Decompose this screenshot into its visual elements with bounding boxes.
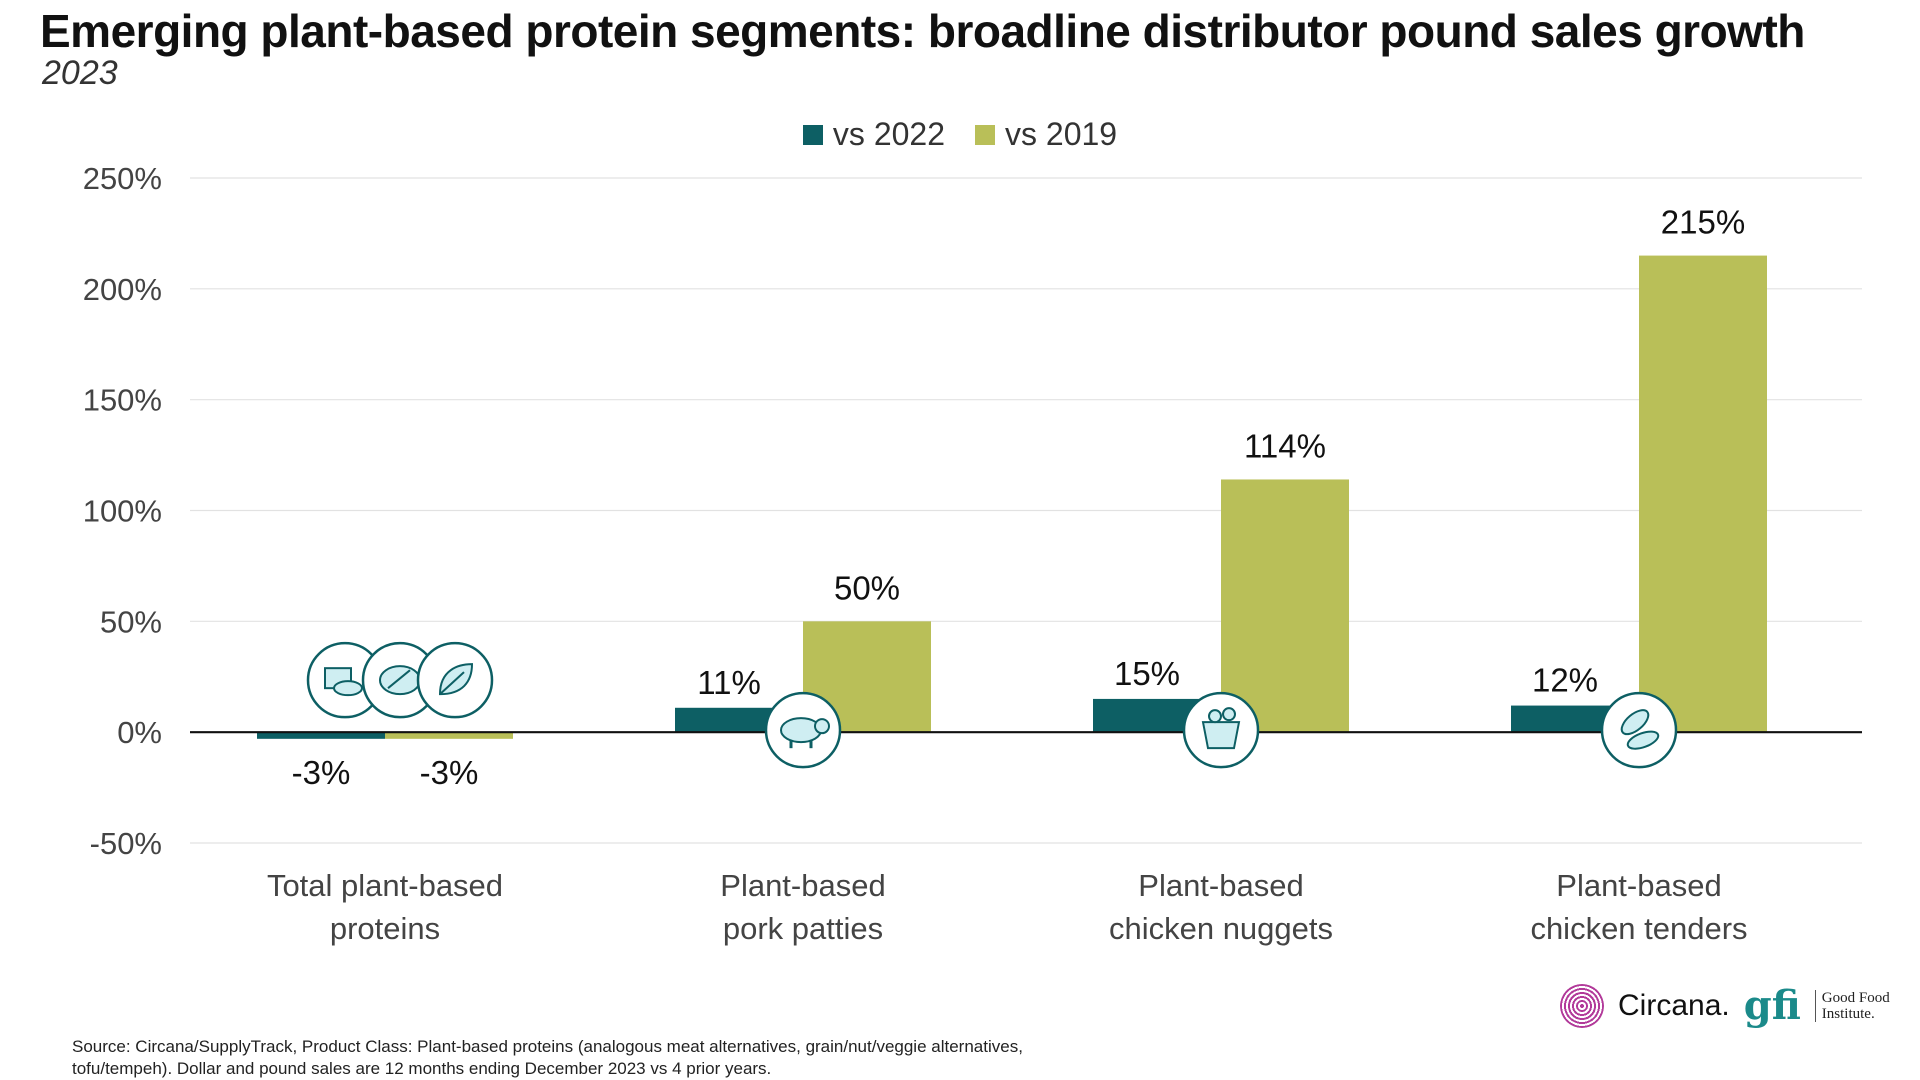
- logos: Circana. gfi Good Food Institute.: [1560, 982, 1890, 1029]
- category-label: Total plant-based: [267, 868, 503, 903]
- category-label: pork patties: [723, 911, 883, 946]
- gfi-logo-line1: Good Food: [1821, 989, 1890, 1006]
- tender-shape: [1626, 730, 1660, 750]
- data-label: 11%: [697, 664, 761, 701]
- nugget-shape: [1208, 709, 1222, 724]
- y-tick-label: 50%: [100, 604, 162, 639]
- circana-logo-icon: [1560, 983, 1604, 1028]
- steak-shape: [379, 665, 421, 696]
- legend-label-vs-2022: vs 2022: [832, 116, 945, 152]
- data-label: -3%: [420, 754, 479, 791]
- leaf-vein: [439, 671, 465, 695]
- pig-icon: [764, 691, 842, 769]
- pig-body: [780, 717, 822, 744]
- nuggets-bucket-icon: [1182, 691, 1260, 769]
- plant-proteins-icon: [306, 641, 384, 719]
- bar: [1639, 255, 1767, 733]
- chart-subtitle: 2023: [42, 54, 118, 92]
- gfi-logo-mark: gfi: [1743, 982, 1801, 1029]
- steak-icon: [361, 641, 439, 719]
- y-tick-label: 200%: [83, 272, 162, 307]
- category-label: chicken nuggets: [1109, 911, 1333, 946]
- y-tick-label: -50%: [90, 826, 162, 861]
- bar: [257, 732, 385, 739]
- y-tick-label: 250%: [83, 161, 162, 196]
- y-tick-label: 0%: [117, 715, 162, 750]
- category-label: Plant-based: [1556, 868, 1721, 903]
- gfi-logo-text: Good Food Institute.: [1814, 989, 1890, 1022]
- legend-item-vs-2022: vs 2022: [802, 116, 945, 153]
- category-label: proteins: [330, 911, 440, 946]
- y-tick-label: 150%: [83, 383, 162, 418]
- bucket-shape: [1201, 721, 1241, 750]
- data-label: -3%: [292, 754, 351, 791]
- data-label: 12%: [1532, 662, 1598, 699]
- leaf-icon: [416, 641, 494, 719]
- category-label: Plant-based: [720, 868, 885, 903]
- category-label: Plant-based: [1138, 868, 1303, 903]
- data-label: 15%: [1114, 655, 1180, 692]
- bar: [385, 732, 513, 739]
- steak-line: [387, 669, 411, 689]
- legend: vs 2022 vs 2019: [0, 116, 1920, 153]
- gfi-logo-line2: Institute.: [1821, 1005, 1875, 1022]
- legend-item-vs-2019: vs 2019: [975, 116, 1117, 153]
- legend-label-vs-2019: vs 2019: [1005, 116, 1118, 152]
- y-tick-label: 100%: [83, 494, 162, 529]
- category-label: chicken tenders: [1530, 911, 1747, 946]
- source-note: Source: Circana/SupplyTrack, Product Cla…: [72, 1037, 1023, 1078]
- tender-shape: [1620, 709, 1650, 736]
- pig-head: [814, 718, 830, 735]
- circana-logo-text: Circana.: [1618, 988, 1730, 1022]
- nugget-shape: [1222, 707, 1236, 722]
- nut-shape: [333, 680, 363, 697]
- legend-swatch-vs-2019: [975, 124, 995, 145]
- legend-swatch-vs-2022: [802, 124, 823, 145]
- chicken-tenders-icon: [1600, 691, 1678, 769]
- bar: [1221, 479, 1349, 733]
- data-label: 50%: [834, 569, 900, 606]
- data-label: 215%: [1661, 204, 1745, 241]
- data-label: 114%: [1244, 427, 1326, 464]
- chart-title: Emerging plant-based protein segments: b…: [40, 5, 1805, 57]
